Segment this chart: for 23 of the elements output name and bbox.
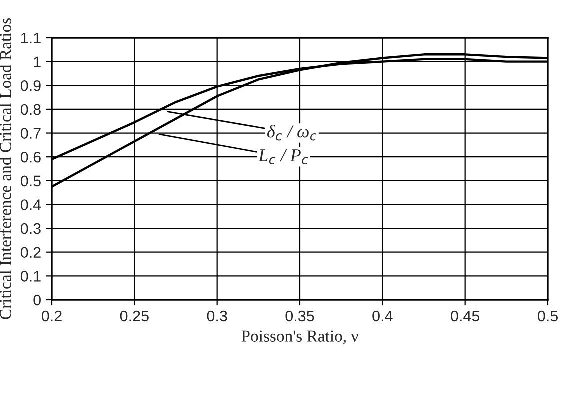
y-tick-label: 1.1 (22, 33, 41, 44)
y-tick-label: 0.5 (20, 176, 41, 187)
y-tick-label: 0.6 (20, 152, 41, 163)
x-tick-label: 0.2 (42, 310, 62, 322)
y-tick-label: 0.4 (20, 200, 42, 210)
y-tick-label: 0.7 (20, 128, 41, 139)
y-tick-label: 0.8 (20, 104, 41, 116)
x-tick-label: 0.3 (207, 310, 228, 322)
y-tick-label: 0 (34, 294, 41, 306)
annotation: δ$_{c}$ / ω$_{c}$ (267, 124, 317, 141)
y-tick-label: 1 (34, 56, 41, 68)
x-tick-label: 0.45 (451, 310, 480, 322)
x-tick-label: 0.5 (538, 310, 558, 322)
y-tick-label: 0.1 (20, 271, 41, 282)
y-tick-label: 0.2 (20, 247, 41, 258)
x-tick-label: 0.35 (286, 310, 314, 322)
y-tick-label: 0.9 (20, 80, 41, 92)
x-tick-label: 0.4 (372, 310, 393, 322)
x-tick-label: 0.25 (120, 310, 149, 322)
annotation: L$_{c}$ / P$_{c}$ (258, 150, 308, 165)
y-axis-title: Critical Interference and Critical Load Ratios (0, 18, 12, 320)
y-tick-label: 0.3 (20, 223, 41, 234)
x-axis-title: Poisson's Ratio, ν (242, 330, 358, 344)
